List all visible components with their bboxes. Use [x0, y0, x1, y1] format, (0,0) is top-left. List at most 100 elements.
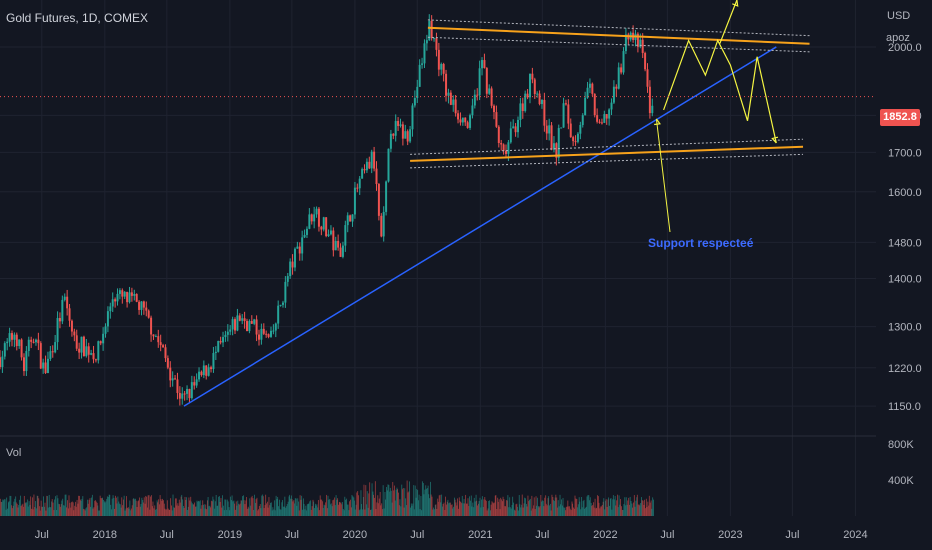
- volume-bar: [108, 494, 110, 516]
- candle-body: [454, 99, 457, 114]
- volume-bar: [173, 507, 175, 516]
- volume-bar: [172, 494, 174, 516]
- volume-bar: [0, 498, 1, 516]
- volume-bar: [5, 509, 7, 516]
- volume-bar: [118, 503, 120, 516]
- volume-bar: [533, 505, 535, 516]
- author-name[interactable]: apoz: [886, 32, 910, 44]
- volume-bar: [199, 500, 201, 516]
- volume-bar: [22, 506, 24, 516]
- volume-bar: [605, 499, 607, 516]
- volume-bar: [78, 495, 80, 516]
- candle-body: [250, 321, 253, 324]
- volume-bar: [284, 496, 286, 516]
- volume-bar: [407, 492, 409, 516]
- volume-bar: [429, 498, 431, 516]
- volume-bar: [141, 497, 143, 516]
- candle-body: [528, 73, 531, 98]
- projection-arrow-up-head: [732, 0, 739, 7]
- candle-body: [82, 336, 85, 357]
- volume-bar: [55, 496, 56, 516]
- symbol-title[interactable]: Gold Futures, 1D, COMEX: [6, 11, 149, 25]
- volume-bar: [114, 508, 116, 516]
- volume-bar: [43, 506, 45, 516]
- volume-bar: [650, 500, 652, 516]
- candle-body: [109, 306, 112, 312]
- volume-bar: [348, 510, 350, 516]
- volume-bar: [396, 487, 398, 516]
- x-tick-label: Jul: [410, 529, 424, 541]
- volume-bar: [520, 507, 522, 516]
- volume-bar: [581, 507, 583, 516]
- volume-bar: [119, 504, 121, 516]
- volume-bar: [648, 505, 650, 516]
- support-annotation-arrow: [655, 118, 671, 233]
- candle-body: [644, 52, 647, 70]
- volume-bar: [248, 508, 250, 516]
- candle-body: [121, 290, 124, 297]
- volume-bar: [166, 509, 168, 516]
- volume-bar: [116, 503, 118, 516]
- volume-bar: [241, 500, 243, 516]
- volume-bar: [210, 507, 211, 516]
- volume-bar: [378, 498, 380, 516]
- volume-bar: [401, 484, 403, 516]
- volume-bar: [508, 507, 510, 516]
- volume-bar: [623, 504, 625, 516]
- volume-bar: [242, 496, 244, 516]
- volume-bar: [75, 506, 77, 516]
- volume-bar: [324, 505, 326, 516]
- candle-body: [394, 121, 397, 136]
- volume-bar: [249, 498, 251, 516]
- candle-body: [430, 20, 433, 39]
- volume-bar: [380, 505, 382, 516]
- x-tick-label: Jul: [285, 529, 299, 541]
- candle-body: [159, 342, 162, 346]
- candle-body: [569, 123, 572, 138]
- volume-bar: [609, 498, 611, 516]
- candle-body: [75, 335, 78, 349]
- volume-bar: [26, 502, 28, 516]
- volume-bar: [200, 508, 202, 516]
- volume-bar: [294, 498, 296, 516]
- volume-bar: [275, 495, 277, 516]
- candle-body: [433, 38, 436, 40]
- volume-bar: [99, 510, 101, 516]
- volume-bar: [91, 497, 92, 516]
- volume-bar: [557, 500, 559, 516]
- volume-bar: [561, 499, 562, 516]
- candle-body: [507, 142, 510, 154]
- volume-bar: [475, 494, 477, 516]
- candle-body: [174, 378, 177, 380]
- volume-bar: [455, 502, 457, 516]
- volume-bar: [299, 495, 301, 516]
- volume-bar: [92, 508, 94, 516]
- volume-bar: [491, 501, 493, 516]
- volume-bar: [384, 491, 386, 516]
- volume-bar: [471, 506, 473, 516]
- volume-bar: [388, 484, 390, 516]
- volume-bar: [538, 507, 540, 516]
- volume-bar: [85, 508, 87, 516]
- candle-body: [164, 347, 167, 359]
- volume-bar: [188, 497, 190, 516]
- volume-bar: [442, 503, 444, 516]
- volume-bar: [251, 495, 253, 516]
- candle-body: [327, 234, 330, 237]
- volume-bar: [322, 507, 324, 516]
- candle-body: [387, 148, 390, 182]
- volume-bar: [332, 500, 334, 516]
- volume-bar: [159, 495, 161, 516]
- candle-body: [536, 93, 539, 95]
- volume-bar: [264, 505, 266, 516]
- volume-bar: [641, 497, 642, 516]
- volume-bar: [218, 496, 220, 516]
- volume-bar: [181, 494, 183, 516]
- volume-bar: [4, 499, 6, 516]
- volume-bar: [523, 503, 525, 516]
- volume-bar: [445, 504, 447, 516]
- volume-bar: [320, 499, 322, 516]
- volume-bar: [178, 499, 180, 516]
- volume-bar: [183, 506, 184, 516]
